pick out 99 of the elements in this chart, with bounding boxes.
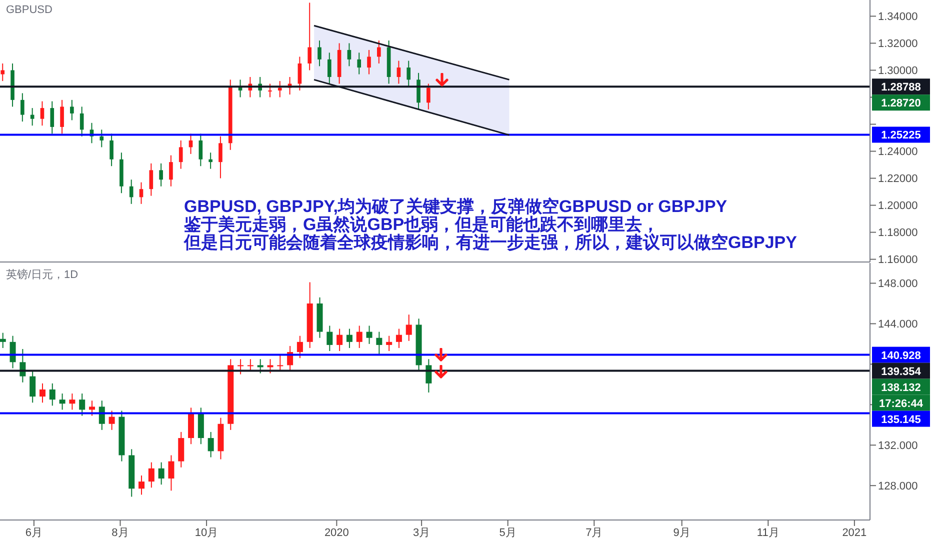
x-tick-label: 11月: [756, 526, 780, 539]
candlestick: [0, 332, 6, 348]
x-tick-label: 2020: [324, 526, 349, 539]
x-tick-label: 9月: [673, 526, 690, 539]
candlestick: [247, 358, 254, 372]
candlestick: [59, 393, 66, 410]
candlestick: [426, 83, 430, 110]
y-tick-label: 1.16000: [878, 254, 918, 266]
candlestick: [356, 325, 362, 348]
candlestick: [308, 2, 312, 71]
candlestick: [426, 358, 432, 394]
candlestick: [60, 99, 64, 134]
text: 17:26:44: [878, 398, 924, 410]
candlestick: [327, 52, 332, 84]
candlestick: [70, 99, 74, 121]
candlestick: [80, 106, 84, 137]
y-tick-label: 1.22000: [878, 173, 918, 186]
candlestick: [79, 393, 86, 416]
x-tick-label: 7月: [586, 526, 603, 539]
candlestick: [268, 83, 272, 98]
candlestick: [89, 400, 95, 416]
candlestick: [159, 162, 163, 187]
candlestick: [208, 431, 214, 458]
text: 138.132: [881, 382, 921, 394]
candlestick: [39, 382, 46, 404]
ref-line-label: 135.145: [881, 414, 921, 426]
candlestick: [366, 325, 372, 344]
candlestick: [386, 335, 392, 352]
x-tick-label: 10月: [194, 526, 218, 539]
candlestick: [110, 133, 114, 167]
candlestick: [178, 140, 183, 170]
y-tick-label: 132.000: [878, 440, 918, 452]
candlestick: [396, 328, 402, 348]
x-tick-label: 2021: [842, 526, 867, 539]
candlestick: [100, 129, 104, 148]
candlestick: [20, 92, 24, 122]
annotation: 鉴于美元走弱，G虽然说GBP也弱，但是可能也跌不到哪里去，: [184, 215, 660, 234]
candlestick: [69, 393, 76, 410]
candlestick: [396, 60, 401, 84]
candlestick: [30, 108, 34, 126]
candlestick: [326, 325, 333, 352]
candlestick: [49, 382, 56, 406]
candlestick: [168, 454, 174, 492]
candlestick: [0, 62, 5, 82]
candlestick: [406, 314, 412, 342]
y-tick-label: 1.34000: [878, 11, 918, 24]
candlestick: [208, 152, 212, 170]
candlestick: [367, 49, 371, 75]
y-tick-label: 144.000: [878, 318, 918, 331]
candlestick: [296, 335, 303, 359]
ref-line-label: 139.354: [881, 366, 922, 378]
candlestick: [218, 136, 222, 179]
chart-title: GBPUSD: [6, 4, 52, 16]
candlestick: [278, 80, 282, 98]
candlestick: [198, 133, 203, 167]
candlestick: [318, 40, 322, 67]
candlestick: [238, 358, 244, 375]
candlestick: [357, 52, 362, 75]
candlestick: [377, 40, 381, 64]
candlestick: [50, 100, 54, 134]
y-tick-label: 1.24000: [878, 146, 918, 158]
text: 英镑/日元，1D: [6, 268, 78, 282]
candlestick: [406, 60, 411, 87]
candlestick: [347, 42, 352, 67]
x-tick-label: 5月: [499, 526, 516, 539]
candlestick: [98, 400, 105, 430]
candlestick: [30, 370, 36, 404]
text: 1.28720: [881, 98, 921, 110]
annotation: GBPUSD, GBPJPY,均为破了关键支撑，反弹做空GBPUSD or GBPJPY: [184, 197, 728, 216]
y-tick-label: 1.32000: [878, 38, 918, 50]
candlestick: [257, 358, 264, 374]
x-tick-label: 8月: [112, 526, 129, 539]
ref-line-label: 1.28788: [881, 82, 921, 94]
x-tick-label: 6月: [25, 526, 43, 539]
candlestick: [346, 328, 352, 348]
candlestick: [129, 179, 134, 204]
candlestick: [158, 462, 164, 486]
candlestick: [40, 100, 44, 126]
candlestick: [108, 410, 115, 430]
candlestick: [138, 474, 145, 496]
y-tick-label: 1.30000: [878, 65, 918, 78]
candlestick: [376, 331, 382, 355]
y-tick-label: 148.000: [878, 278, 918, 290]
candlestick: [178, 431, 184, 468]
candlestick: [416, 72, 420, 110]
candlestick: [298, 56, 302, 91]
candlestick: [169, 154, 173, 187]
candlestick: [149, 162, 154, 196]
y-tick-label: 128.000: [878, 480, 918, 493]
ref-line-label: 1.25225: [881, 130, 921, 142]
y-tick-label: 1.18000: [878, 227, 918, 240]
candlestick: [267, 358, 274, 374]
annotation: 但是日元可能会随着全球疫情影响，有进一步走强，所以，建议可以做空GBPJPY: [183, 233, 798, 252]
ref-line-label: 140.928: [881, 350, 921, 362]
x-tick-label: 3月: [413, 526, 430, 539]
candlestick: [148, 462, 154, 488]
y-tick-label: 1.20000: [878, 200, 918, 212]
candlestick: [336, 328, 343, 352]
candlestick: [139, 182, 144, 204]
